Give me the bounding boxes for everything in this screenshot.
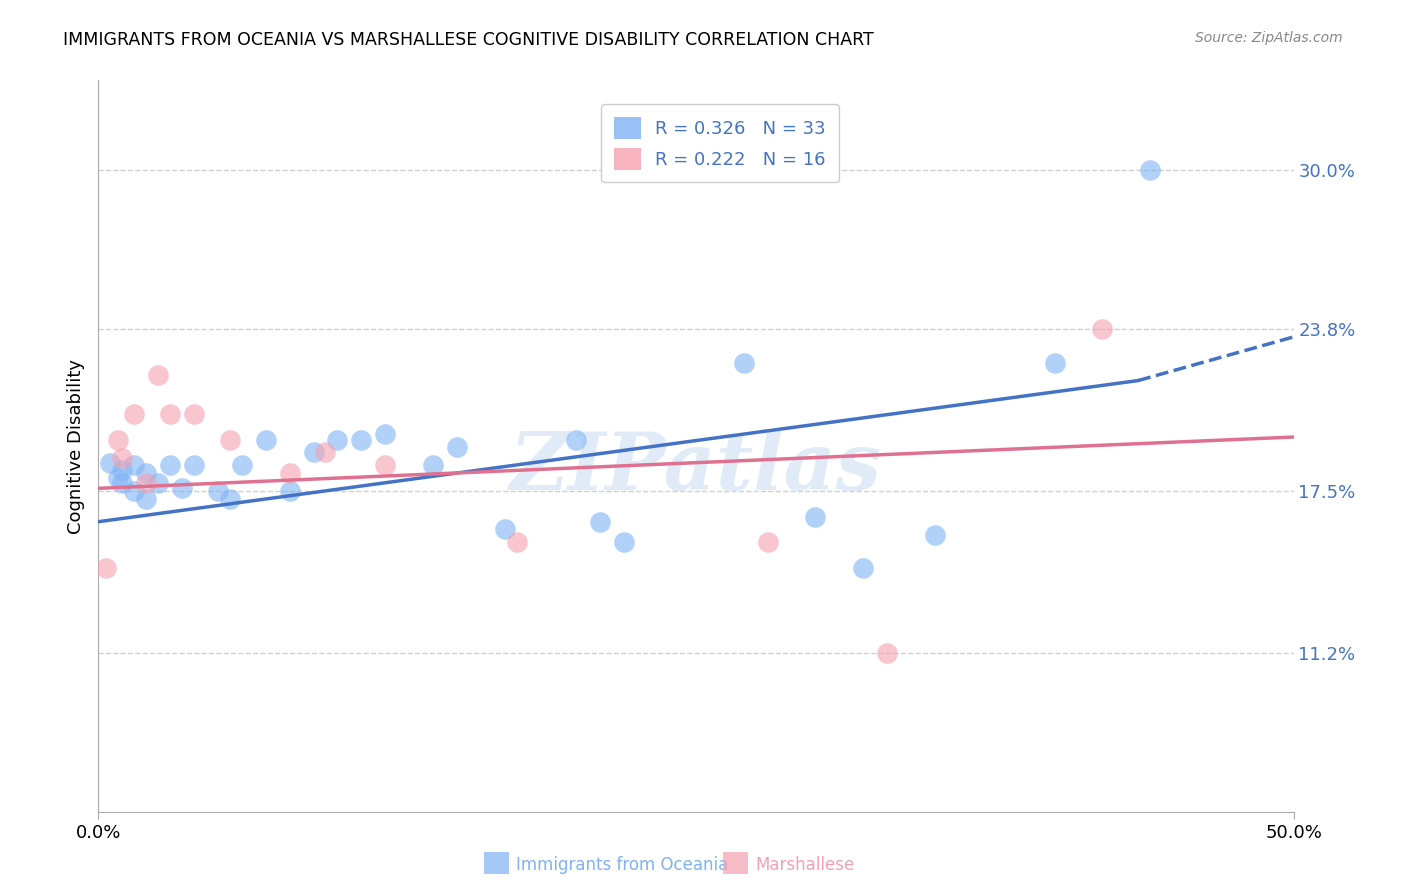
Point [111, 476, 134, 491]
Point [111, 450, 134, 465]
Point [231, 458, 253, 473]
Point [98, 456, 122, 470]
Point [733, 355, 755, 369]
Text: Marshallese: Marshallese [755, 856, 855, 874]
Point [159, 407, 181, 421]
Point [804, 509, 827, 524]
Point [107, 471, 129, 485]
Point [494, 523, 516, 537]
Point [219, 433, 242, 447]
Point [924, 527, 946, 541]
Point [207, 483, 229, 498]
Point [124, 483, 146, 498]
Point [326, 433, 349, 447]
Point [219, 491, 242, 506]
Point [506, 535, 529, 549]
Point [183, 458, 205, 473]
Point [876, 646, 898, 660]
Point [172, 481, 194, 495]
Point [107, 433, 129, 447]
Point [148, 476, 170, 491]
Point [422, 458, 444, 473]
Point [374, 427, 396, 442]
Point [254, 433, 277, 447]
Point [94, 561, 117, 575]
Point [135, 476, 157, 491]
Text: Source: ZipAtlas.com: Source: ZipAtlas.com [1195, 31, 1343, 45]
Point [1043, 355, 1066, 369]
Point [148, 368, 170, 383]
Point [565, 433, 588, 447]
Text: Immigrants from Oceania: Immigrants from Oceania [516, 856, 728, 874]
Point [589, 515, 612, 529]
Point [852, 561, 875, 575]
Point [278, 483, 301, 498]
Point [135, 491, 157, 506]
Point [756, 535, 779, 549]
Point [613, 535, 636, 549]
Point [124, 407, 146, 421]
Legend: R = 0.326   N = 33, R = 0.222   N = 16: R = 0.326 N = 33, R = 0.222 N = 16 [602, 104, 838, 182]
Point [315, 445, 337, 459]
Point [183, 407, 205, 421]
Point [374, 458, 396, 473]
Text: ZIPatlas: ZIPatlas [510, 429, 882, 507]
Point [135, 466, 157, 480]
Y-axis label: Cognitive Disability: Cognitive Disability [66, 359, 84, 533]
Point [1139, 163, 1161, 178]
Point [446, 440, 468, 454]
Point [302, 445, 325, 459]
Point [278, 466, 301, 480]
Point [124, 458, 146, 473]
Point [1091, 322, 1114, 336]
Point [111, 463, 134, 477]
Point [159, 458, 181, 473]
Point [350, 433, 373, 447]
Text: IMMIGRANTS FROM OCEANIA VS MARSHALLESE COGNITIVE DISABILITY CORRELATION CHART: IMMIGRANTS FROM OCEANIA VS MARSHALLESE C… [63, 31, 875, 49]
